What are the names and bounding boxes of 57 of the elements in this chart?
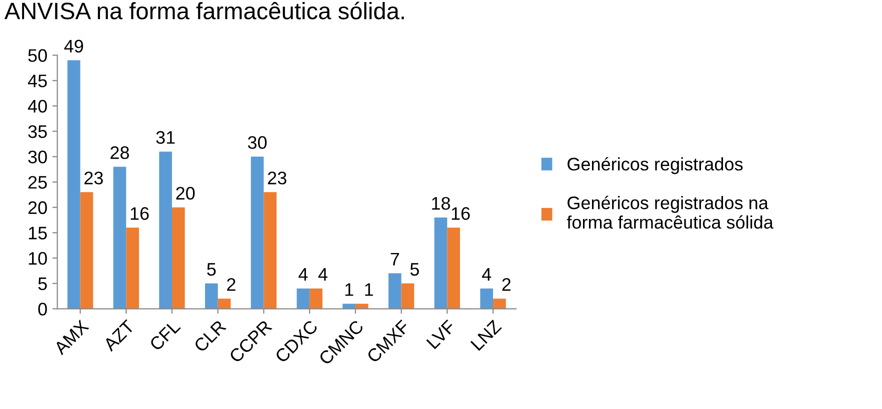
bar bbox=[480, 288, 494, 309]
bar bbox=[264, 192, 277, 309]
data-label: 5 bbox=[410, 263, 419, 276]
y-tick-label: 50 bbox=[28, 49, 47, 62]
data-label: 23 bbox=[268, 172, 286, 184]
data-label: 7 bbox=[390, 252, 400, 266]
bar bbox=[126, 228, 139, 309]
x-tick-label: CLR bbox=[193, 319, 227, 353]
bar bbox=[172, 207, 185, 309]
data-label: 49 bbox=[64, 40, 84, 53]
bar bbox=[388, 273, 402, 309]
legend-label: Genéricos registrados bbox=[568, 157, 743, 174]
x-tick-label: CFL bbox=[148, 319, 181, 352]
bar bbox=[296, 288, 310, 309]
data-label: 1 bbox=[345, 283, 354, 296]
bar bbox=[310, 288, 322, 309]
data-label: 2 bbox=[227, 278, 236, 291]
y-tick-label: 5 bbox=[38, 278, 47, 290]
data-label: 31 bbox=[156, 131, 175, 144]
data-label: 5 bbox=[207, 263, 216, 276]
data-label: 30 bbox=[248, 136, 267, 149]
chart-title: ANVISA na forma farmacêutica sólida. bbox=[4, 2, 404, 20]
bar bbox=[80, 192, 94, 309]
y-tick-label: 15 bbox=[28, 226, 47, 240]
y-tick-label: 40 bbox=[28, 100, 47, 113]
bar bbox=[447, 228, 460, 309]
legend-label: Genéricos registrados na forma farmacêutica sólida bbox=[566, 196, 774, 229]
data-label: 4 bbox=[318, 268, 328, 281]
bar bbox=[205, 283, 218, 309]
bar bbox=[493, 298, 506, 309]
bar bbox=[113, 166, 126, 309]
y-tick-label: 25 bbox=[28, 176, 47, 189]
y-tick-label: 35 bbox=[28, 125, 47, 138]
bar bbox=[250, 156, 264, 309]
bar bbox=[159, 152, 172, 309]
data-label: 16 bbox=[130, 207, 149, 220]
x-tick-label: LVF bbox=[426, 319, 456, 350]
data-label: 1 bbox=[365, 283, 373, 296]
data-label: 28 bbox=[110, 146, 129, 160]
y-tick-label: 45 bbox=[28, 74, 47, 88]
data-label: 18 bbox=[432, 196, 450, 210]
data-label: 16 bbox=[452, 207, 470, 220]
bar bbox=[342, 304, 356, 309]
bar bbox=[355, 304, 368, 309]
data-label: 23 bbox=[84, 172, 103, 184]
y-tick-label: 10 bbox=[28, 252, 47, 265]
y-tick-label: 20 bbox=[28, 201, 47, 214]
bar bbox=[218, 298, 231, 309]
bar bbox=[67, 60, 80, 309]
y-tick-label: 0 bbox=[38, 302, 47, 316]
data-label: 4 bbox=[298, 268, 308, 281]
data-label: 2 bbox=[502, 278, 511, 291]
bar bbox=[434, 218, 448, 309]
bar bbox=[401, 283, 414, 309]
data-label: 4 bbox=[482, 268, 492, 281]
data-label: 20 bbox=[176, 186, 195, 200]
y-tick-label: 30 bbox=[28, 150, 47, 164]
